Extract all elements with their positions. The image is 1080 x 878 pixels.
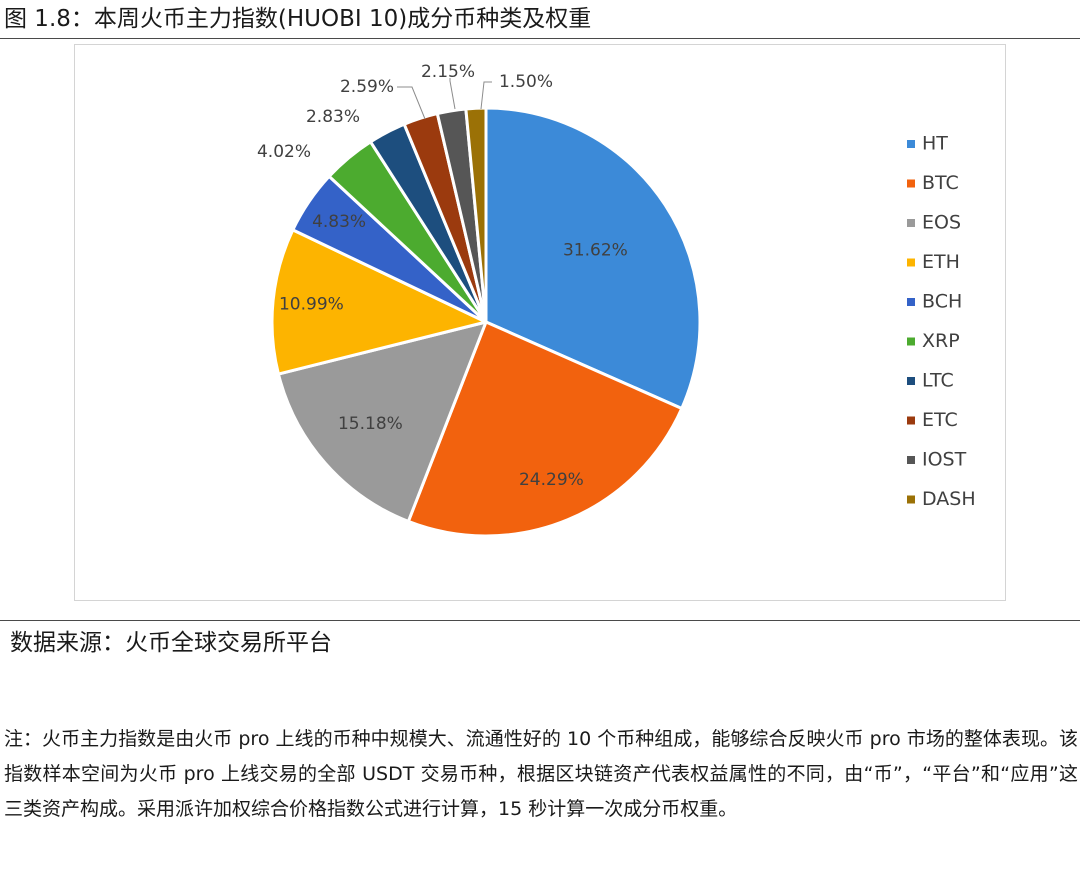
pie-slice-btc <box>406 320 684 538</box>
pie-slice-dash <box>464 106 488 324</box>
legend-item-btc: BTC <box>907 172 959 194</box>
data-label-bch: 4.83% <box>312 212 366 232</box>
legend-label-eos: EOS <box>922 212 961 234</box>
legend-label-eth: ETH <box>922 251 960 273</box>
data-label-eos: 15.18% <box>338 414 403 434</box>
legend-item-etc: ETC <box>907 409 958 431</box>
pie-chart: 31.62% 24.29% 15.18% 10.99% 4.83% 4.02% 2.83% 2… <box>257 62 976 538</box>
legend-item-iost: IOST <box>907 449 967 471</box>
legend-swatch-dash <box>907 495 915 504</box>
legend-swatch-btc <box>907 179 915 188</box>
leader-line-etc <box>397 86 426 120</box>
legend-item-eos: EOS <box>907 212 961 234</box>
data-label-xrp: 4.02% <box>257 142 311 162</box>
chart-area: 31.62% 24.29% 15.18% 10.99% 4.83% 4.02% 2.83% 2… <box>74 44 1006 601</box>
legend-swatch-iost <box>907 456 915 464</box>
data-source: 数据来源：火币全球交易所平台 <box>10 630 332 656</box>
legend-label-dash: DASH <box>922 488 976 510</box>
figure-title: 图 1.8：本周火币主力指数(HUOBI 10)成分币种类及权重 <box>4 6 592 32</box>
legend-label-etc: ETC <box>922 409 958 431</box>
pie-slices <box>270 106 702 538</box>
legend-swatch-eos <box>907 219 915 227</box>
legend-item-xrp: XRP <box>907 330 960 352</box>
legend-swatch-ltc <box>907 377 915 385</box>
leader-line-iost <box>449 78 456 110</box>
data-label-etc: 2.59% <box>340 77 394 97</box>
pie-slice-eos <box>276 320 488 523</box>
legend-swatch-eth <box>907 258 915 267</box>
pie-slice-eth <box>270 228 488 376</box>
title-divider <box>0 38 1080 39</box>
legend-item-ht: HT <box>907 133 948 155</box>
legend-label-btc: BTC <box>922 172 959 194</box>
legend-label-ltc: LTC <box>922 370 954 392</box>
leader-line-dash <box>480 81 492 110</box>
legend-swatch-etc <box>907 416 915 425</box>
data-label-eth: 10.99% <box>279 295 344 315</box>
legend-item-eth: ETH <box>907 251 960 273</box>
legend-label-iost: IOST <box>922 449 967 471</box>
legend-item-ltc: LTC <box>907 370 954 392</box>
legend-item-bch: BCH <box>907 291 962 313</box>
legend-item-dash: DASH <box>907 488 976 510</box>
label-leader-lines <box>397 78 492 120</box>
data-label-iost: 2.15% <box>421 62 475 82</box>
legend-label-bch: BCH <box>922 291 962 313</box>
data-label-dash: 1.50% <box>499 72 553 92</box>
legend-label-ht: HT <box>922 133 948 155</box>
pie-slice-ht <box>484 106 702 410</box>
figure-note: 注：火币主力指数是由火币 pro 上线的币种中规模大、流通性好的 10 个币种组… <box>4 728 1078 820</box>
data-labels: 31.62% 24.29% 15.18% 10.99% 4.83% 4.02% 2.83% 2… <box>257 62 628 490</box>
data-label-ht: 31.62% <box>563 241 628 261</box>
legend-swatch-xrp <box>907 337 915 346</box>
legend-label-xrp: XRP <box>922 330 960 352</box>
chart-legend: HT BTC EOS ETH BCH XRP LTC ETC IOST DASH <box>907 133 976 510</box>
chart-divider <box>0 620 1080 621</box>
legend-swatch-ht <box>907 140 915 148</box>
legend-swatch-bch <box>907 298 915 306</box>
data-label-ltc: 2.83% <box>306 107 360 127</box>
data-label-btc: 24.29% <box>519 470 584 490</box>
